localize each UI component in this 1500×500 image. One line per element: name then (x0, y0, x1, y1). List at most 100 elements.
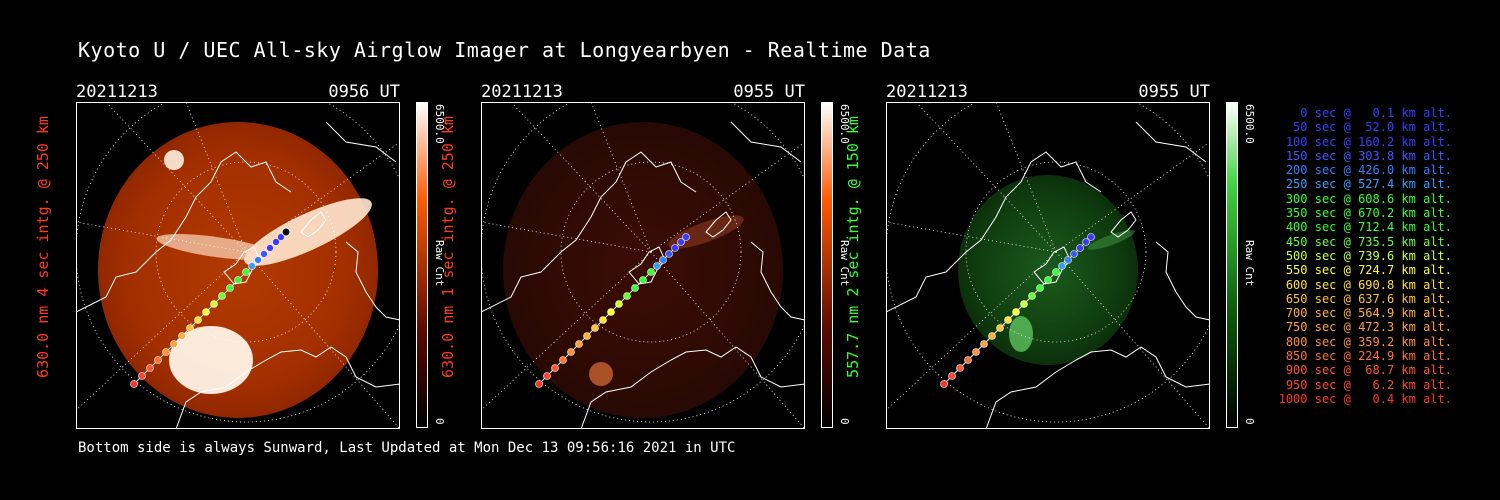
trajectory-marker (1076, 244, 1084, 252)
aurora-patch (169, 326, 253, 394)
trajectory-marker (1004, 316, 1012, 324)
trajectory-marker (138, 372, 146, 380)
trajectory-marker (210, 300, 218, 308)
latitude-circle (155, 161, 337, 343)
airglow-field (98, 122, 378, 418)
trajectory-marker (583, 332, 591, 340)
trajectory-marker (202, 308, 210, 316)
panel-wavelength-label: 557.7 nm 2 sec intg. @ 150 km (844, 116, 862, 378)
longitude-line (886, 221, 1057, 253)
allsky-map (481, 102, 805, 429)
coastline (1110, 211, 1137, 238)
trajectory-marker (615, 300, 623, 308)
trajectory-marker (551, 364, 559, 372)
trajectory-legend: 0 sec @ 0.1 km alt. 50 sec @ 52.0 km alt.… (1262, 106, 1452, 406)
aurora-arc (1087, 230, 1135, 250)
allsky-image (886, 102, 1210, 429)
aurora-patch (589, 362, 613, 386)
longitude-line (185, 102, 247, 253)
imager-panel-2: 20211213 0955 UT 630.0 nm 1 sec intg. @ … (439, 82, 901, 432)
image-frame (76, 102, 400, 429)
colorbar-unit-label: Raw Cnt (1243, 240, 1256, 287)
image-frame (481, 102, 805, 429)
trajectory-marker (242, 268, 250, 276)
legend-entry: 200 sec @ 426.0 km alt. (1285, 163, 1452, 178)
trajectory-marker (996, 324, 1004, 332)
trajectory-marker (1087, 233, 1095, 241)
trajectory-marker (543, 372, 551, 380)
trajectory-marker (980, 340, 988, 348)
airglow-field (503, 122, 783, 418)
trajectory-marker (1082, 238, 1090, 246)
legend-entry: 550 sec @ 724.7 km alt. (1285, 263, 1452, 278)
trajectory-marker (1058, 262, 1066, 270)
legend-entry: 750 sec @ 472.3 km alt. (1285, 320, 1452, 335)
airglow-field (958, 175, 1138, 365)
trajectory-marker (653, 262, 661, 270)
allsky-map (76, 102, 400, 429)
coastline (985, 346, 1210, 429)
trajectory-marker (575, 340, 583, 348)
trajectory-marker (254, 256, 262, 264)
trajectory-marker (1064, 256, 1072, 264)
longitude-line (76, 251, 247, 411)
trajectory-marker (226, 284, 234, 292)
coastline (750, 241, 805, 321)
colorbar-min-label: 0 (838, 418, 851, 425)
legend-entry: 850 sec @ 224.9 km alt. (1285, 349, 1452, 364)
legend-entry: 400 sec @ 712.4 km alt. (1285, 220, 1452, 235)
longitude-line (886, 251, 1057, 411)
image-frame (886, 102, 1210, 429)
trajectory-marker (272, 238, 280, 246)
colorbar-min-label: 0 (433, 418, 446, 425)
trajectory-marker (599, 316, 607, 324)
allsky-image (76, 102, 400, 429)
trajectory-marker (559, 356, 567, 364)
panel-time: 0955 UT (1138, 82, 1210, 102)
trajectory-marker (1012, 308, 1020, 316)
coastline (705, 211, 732, 238)
legend-entry: 150 sec @ 303.8 km alt. (1285, 148, 1452, 163)
trajectory-marker (260, 250, 268, 258)
trajectory-marker (130, 380, 138, 388)
coastline (175, 346, 400, 429)
trajectory-marker (186, 324, 194, 332)
trajectory-marker (162, 348, 170, 356)
trajectory-marker (146, 364, 154, 372)
trajectory-marker (964, 356, 972, 364)
panel-time: 0955 UT (733, 82, 805, 102)
aurora-patch (164, 150, 184, 170)
colorbar (1226, 102, 1238, 428)
panel-date: 20211213 (886, 82, 968, 102)
latitude-circle (560, 161, 742, 343)
trajectory-marker (234, 276, 242, 284)
trajectory-marker (647, 268, 655, 276)
panel-wavelength-label: 630.0 nm 1 sec intg. @ 250 km (439, 116, 457, 378)
allsky-map (886, 102, 1210, 429)
coastline (580, 346, 805, 429)
legend-entry: 350 sec @ 670.2 km alt. (1285, 206, 1452, 221)
legend-entry: 100 sec @ 160.2 km alt. (1285, 134, 1452, 149)
trajectory-marker (607, 308, 615, 316)
colorbar (821, 102, 833, 428)
legend-entry: 900 sec @ 68.7 km alt. (1285, 363, 1452, 378)
trajectory-marker (178, 332, 186, 340)
trajectory-marker (956, 364, 964, 372)
trajectory-marker (677, 238, 685, 246)
trajectory-marker (631, 284, 639, 292)
panel-wavelength-label: 630.0 nm 4 sec intg. @ 250 km (34, 116, 52, 378)
trajectory-marker (170, 340, 178, 348)
trajectory-marker (1036, 284, 1044, 292)
legend-entry: 950 sec @ 6.2 km alt. (1285, 377, 1452, 392)
colorbar (416, 102, 428, 428)
coastline (481, 151, 697, 313)
coastline (300, 211, 327, 238)
coastline (345, 241, 400, 321)
page-title: Kyoto U / UEC All-sky Airglow Imager at … (78, 38, 931, 62)
allsky-image (481, 102, 805, 429)
imager-panel-3: 20211213 0955 UT 557.7 nm 2 sec intg. @ … (844, 82, 1306, 432)
trajectory-marker (218, 292, 226, 300)
trajectory-marker (535, 380, 543, 388)
trajectory-marker (1044, 276, 1052, 284)
longitude-line (995, 102, 1057, 253)
